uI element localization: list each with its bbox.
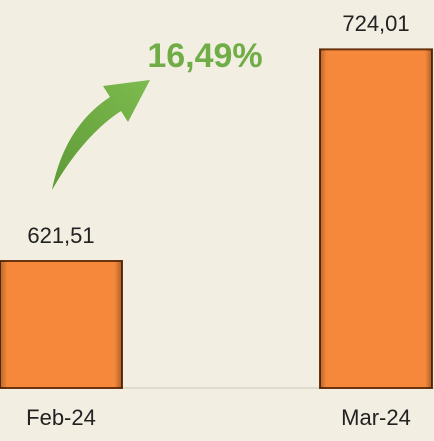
bar xyxy=(319,48,433,390)
data-label: 724,01 xyxy=(342,11,409,36)
x-tick-label: Feb-24 xyxy=(26,405,96,430)
growth-label: 16,49% xyxy=(147,37,262,75)
growth-arrow xyxy=(52,80,150,190)
x-tick-label: Mar-24 xyxy=(341,405,411,430)
bar xyxy=(0,259,123,389)
data-label: 621,51 xyxy=(27,223,94,248)
